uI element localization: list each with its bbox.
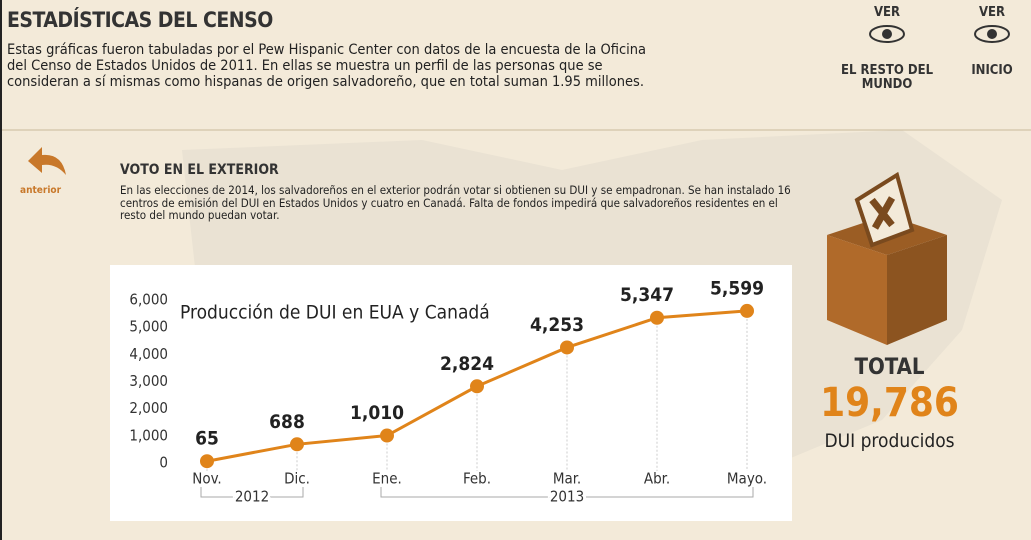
group-label: 2012 xyxy=(235,488,269,506)
x-tick-label: Mar. xyxy=(553,470,581,488)
total-label: TOTAL xyxy=(854,355,925,380)
eye-icon xyxy=(869,25,905,43)
chart-title: Producción de DUI en EUA y Canadá xyxy=(180,302,490,324)
data-point xyxy=(380,428,394,443)
x-tick-label: Feb. xyxy=(463,470,491,488)
x-tick-label: Mayo. xyxy=(727,470,767,488)
chart-bg xyxy=(110,265,792,521)
data-point xyxy=(650,310,664,325)
x-tick-label: Ene. xyxy=(372,470,402,488)
section-text: En las elecciones de 2014, los salvadore… xyxy=(120,183,791,222)
y-tick-label: 4,000 xyxy=(129,345,168,363)
data-point xyxy=(560,340,574,355)
nav-label: INICIO xyxy=(971,63,1013,78)
header-text: Estas gráficas fueron tabuladas por el P… xyxy=(7,42,647,90)
data-point xyxy=(200,454,214,469)
y-tick-label: 6,000 xyxy=(129,291,168,309)
nav-top: VER xyxy=(873,5,901,20)
value-label: 5,347 xyxy=(620,284,674,306)
nav-inicio[interactable]: VER INICIO xyxy=(962,6,1022,78)
data-point xyxy=(470,379,484,394)
nav-label: EL RESTO DEL MUNDO xyxy=(840,63,934,92)
data-point xyxy=(740,303,754,318)
value-label: 5,599 xyxy=(710,277,764,299)
chart: Producción de DUI en EUA y Canadá 0 1,000… xyxy=(110,265,792,521)
x-tick-label: Nov. xyxy=(192,470,221,488)
value-label: 4,253 xyxy=(530,314,584,336)
nav-top: VER xyxy=(978,5,1006,20)
y-tick-label: 5,000 xyxy=(129,318,168,336)
header-title: ESTADÍSTICAS DEL CENSO xyxy=(7,8,273,32)
nav-resto[interactable]: VER EL RESTO DEL MUNDO xyxy=(837,6,937,92)
back-label: anterior xyxy=(20,185,62,196)
eye-icon xyxy=(974,25,1010,43)
group-label: 2013 xyxy=(550,488,584,506)
value-label: 65 xyxy=(195,428,219,450)
total-value: 19,786 xyxy=(820,380,959,426)
x-tick-label: Dic. xyxy=(284,470,310,488)
back-button[interactable]: anterior xyxy=(20,145,80,196)
y-tick-label: 1,000 xyxy=(129,426,168,444)
ballot-box xyxy=(827,171,947,345)
data-point xyxy=(290,437,304,452)
total-caption: DUI producidos xyxy=(824,430,955,452)
group-bracket xyxy=(200,487,304,498)
value-label: 688 xyxy=(269,411,305,433)
group-bracket xyxy=(380,487,754,498)
value-label: 1,010 xyxy=(350,402,404,424)
y-tick-label: 3,000 xyxy=(129,372,168,390)
y-tick-label: 2,000 xyxy=(129,399,168,417)
y-tick-label: 0 xyxy=(159,454,168,472)
section-title: VOTO EN EL EXTERIOR xyxy=(120,162,279,178)
back-arrow xyxy=(28,147,66,175)
value-label: 2,824 xyxy=(440,353,494,375)
x-tick-label: Abr. xyxy=(644,470,670,488)
